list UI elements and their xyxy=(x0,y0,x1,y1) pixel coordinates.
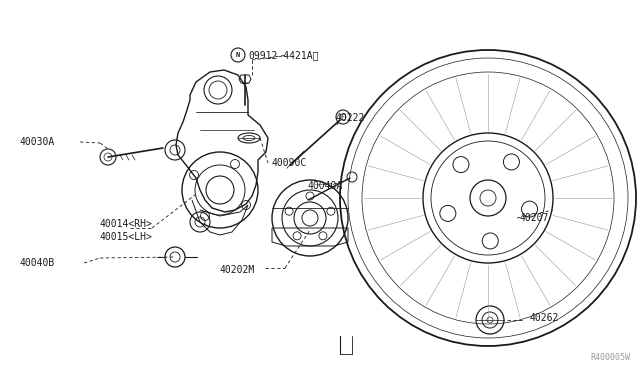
Text: 40202M: 40202M xyxy=(220,265,255,275)
Text: 40090C: 40090C xyxy=(271,158,307,168)
Text: 40222: 40222 xyxy=(336,113,365,123)
Text: 40014<RH>: 40014<RH> xyxy=(100,219,153,229)
Text: 40015<LH>: 40015<LH> xyxy=(100,232,153,242)
Text: N: N xyxy=(236,52,240,58)
Text: 40207: 40207 xyxy=(520,213,549,223)
Text: 09912-4421A①: 09912-4421A① xyxy=(248,50,319,60)
Text: 40262: 40262 xyxy=(530,313,559,323)
Text: 40040B: 40040B xyxy=(20,258,55,268)
Text: R400005W: R400005W xyxy=(590,353,630,362)
Text: 40040A: 40040A xyxy=(308,181,343,191)
Text: 40030A: 40030A xyxy=(20,137,55,147)
